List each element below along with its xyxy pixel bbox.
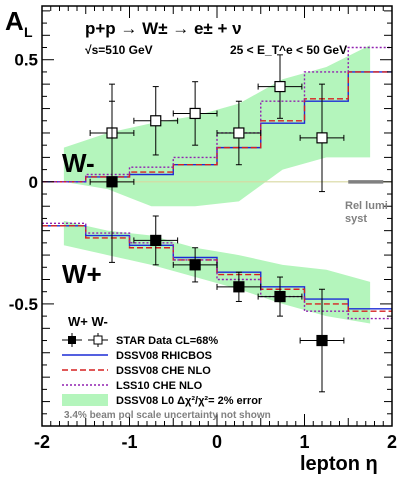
wplus-data-point-marker bbox=[316, 334, 328, 347]
wminus-data-point bbox=[172, 81, 218, 146]
legend-star-label: STAR Data CL=68% bbox=[116, 335, 218, 347]
wminus-data-point-marker bbox=[233, 127, 245, 139]
chart-title: p+p → W± → e± + ν bbox=[85, 19, 242, 38]
wplus-data-point bbox=[216, 271, 262, 302]
wplus-data-point-marker bbox=[274, 290, 286, 303]
x-tick-label: 0 bbox=[212, 432, 222, 452]
y-tick-label: 0.5 bbox=[14, 51, 38, 70]
legend-star-marker bbox=[62, 333, 108, 347]
y-tick-label: -0.5 bbox=[9, 295, 38, 314]
rel-lumi-syst-label: syst bbox=[345, 213, 367, 225]
wminus-data-point bbox=[216, 100, 262, 166]
wplus-data-point bbox=[133, 215, 179, 266]
wplus-label: W+ bbox=[62, 259, 102, 289]
theory-curve-wplus bbox=[42, 222, 392, 320]
legend: W+ W- STAR Data CL=68% DSSV08 RHICBOS DS… bbox=[62, 314, 271, 421]
wminus-uncertainty-band bbox=[63, 45, 371, 207]
wminus-data-point-marker bbox=[189, 107, 201, 120]
wplus-data-point bbox=[172, 247, 218, 283]
chart-subtitle-energy: √s=510 GeV bbox=[85, 43, 153, 57]
wminus-data-point-marker bbox=[316, 132, 328, 144]
wminus-data-point-marker bbox=[150, 115, 162, 127]
legend-note: 3.4% beam pol scale uncertainty not show… bbox=[64, 410, 271, 421]
y-tick-label: 0 bbox=[29, 173, 38, 192]
wminus-data-point-marker bbox=[274, 80, 286, 93]
x-tick-label: -2 bbox=[34, 432, 50, 452]
x-tick-label: 2 bbox=[387, 432, 397, 452]
legend-wpair: W+ W- bbox=[68, 314, 108, 329]
x-axis-label: lepton η bbox=[300, 453, 378, 475]
wplus-data-point-marker bbox=[189, 259, 201, 271]
legend-dssv-che-label: DSSV08 CHE NLO bbox=[116, 365, 211, 377]
wplus-data-point-marker bbox=[150, 234, 162, 247]
wplus-data-point bbox=[89, 100, 135, 263]
theory-curve-wminus bbox=[42, 46, 392, 183]
rel-lumi-label: Rel lumi bbox=[345, 200, 388, 212]
y-axis-label: A bbox=[5, 6, 24, 36]
legend-band-swatch bbox=[62, 394, 108, 406]
wplus-data-point-marker bbox=[106, 176, 118, 188]
y-axis-label-subscript: L bbox=[24, 24, 33, 40]
wplus-data-point-marker bbox=[233, 281, 245, 293]
wminus-label: W- bbox=[62, 148, 95, 178]
wplus-data-point bbox=[257, 276, 303, 317]
legend-band-label: DSSV08 L0 Δχ²/χ²= 2% error bbox=[116, 395, 263, 407]
legend-lss-label: LSS10 CHE NLO bbox=[116, 380, 203, 392]
chart-subtitle-et-cut: 25 < E_T^e < 50 GeV bbox=[230, 43, 347, 57]
wminus-data-point bbox=[299, 83, 345, 193]
x-tick-label: 1 bbox=[299, 432, 309, 452]
x-tick-label: -1 bbox=[121, 432, 137, 452]
wminus-data-point bbox=[133, 86, 179, 156]
wminus-data-point bbox=[257, 54, 303, 119]
wplus-data-point bbox=[299, 288, 345, 393]
legend-dssv-rhic-label: DSSV08 RHICBOS bbox=[116, 350, 212, 362]
